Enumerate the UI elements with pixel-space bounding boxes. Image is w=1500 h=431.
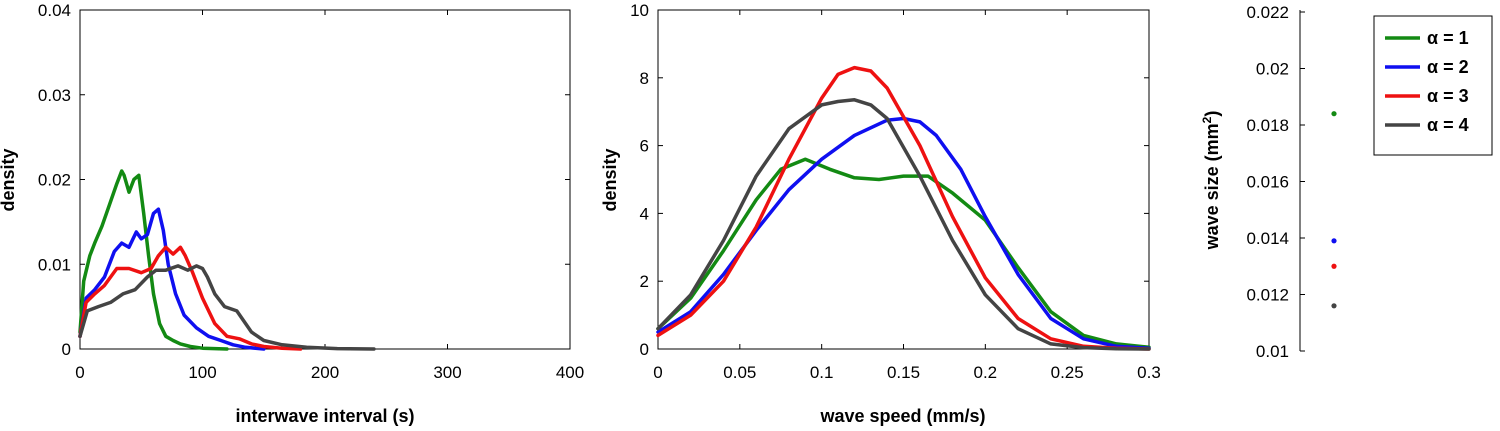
- interval-x-ticks: 0 100 200 300 400: [75, 10, 584, 382]
- wave-size-y-tick-label: 0.018: [1246, 116, 1289, 135]
- interval-x-tick-label: 200: [311, 363, 339, 382]
- wave-size-y-ticks: 0.01 0.012 0.014 0.016 0.018 0.02 0.022: [1246, 3, 1305, 361]
- speed-x-tick-label: 0.15: [887, 363, 920, 382]
- speed-y-tick-label: 4: [640, 204, 649, 223]
- legend-label-alpha-2: α = 2: [1427, 57, 1469, 77]
- wave-size-y-tick-label: 0.02: [1256, 60, 1289, 79]
- wave-size-y-tick-label: 0.01: [1256, 342, 1289, 361]
- interval-y-tick-label: 0: [62, 340, 71, 359]
- speed-y-tick-label: 0: [640, 340, 649, 359]
- wave-size-y-tick-label: 0.016: [1246, 173, 1289, 192]
- interval-x-tick-label: 400: [556, 363, 584, 382]
- speed-density-panel: 0 0.05 0.1 0.15 0.2 0.25 0.3 0 2 4 6 8 10 wave spee…: [600, 1, 1161, 426]
- wave-size-point-alpha-3: [1331, 263, 1337, 269]
- speed-x-tick-label: 0: [653, 363, 662, 382]
- interval-y-ticks: 0 0.01 0.02 0.03 0.04: [38, 1, 570, 359]
- interval-series-line-alpha-4: [78, 264, 376, 351]
- interval-series-line-alpha-1: [78, 169, 229, 351]
- legend: α = 1 α = 2 α = 3 α = 4: [1373, 15, 1493, 156]
- interval-y-tick-label: 0.02: [38, 171, 71, 190]
- speed-series-line-alpha-4: [656, 98, 1151, 351]
- speed-x-label: wave speed (mm/s): [819, 406, 985, 426]
- wave-size-points: [1331, 111, 1337, 309]
- speed-x-ticks: 0 0.05 0.1 0.15 0.2 0.25 0.3: [653, 10, 1161, 382]
- interval-y-tick-label: 0.04: [38, 1, 71, 20]
- speed-y-tick-label: 8: [640, 69, 649, 88]
- wave-size-y-label-sup: 2: [1200, 116, 1214, 123]
- interval-series-line-alpha-2: [78, 207, 266, 351]
- wave-size-y-label: wave size (mm2): [1200, 111, 1222, 251]
- legend-entries: α = 1 α = 2 α = 3 α = 4: [1385, 28, 1469, 135]
- interval-y-tick-label: 0.03: [38, 86, 71, 105]
- speed-x-tick-label: 0.3: [1137, 363, 1161, 382]
- speed-series-line-alpha-2: [656, 116, 1151, 351]
- speed-x-tick-label: 0.1: [810, 363, 834, 382]
- wave-size-point-alpha-2: [1331, 238, 1337, 244]
- interval-series: [78, 169, 376, 351]
- speed-plot-frame: [657, 9, 1150, 350]
- interval-y-tick-label: 0.01: [38, 255, 71, 274]
- speed-y-label: density: [600, 148, 620, 211]
- interval-x-tick-label: 0: [75, 363, 84, 382]
- legend-label-alpha-3: α = 3: [1427, 86, 1469, 106]
- wave-size-panel: 0.01 0.012 0.014 0.016 0.018 0.02 0.022 wave s…: [1200, 3, 1337, 361]
- speed-series: [656, 65, 1151, 351]
- interval-x-label: interwave interval (s): [235, 406, 414, 426]
- speed-y-tick-label: 2: [640, 272, 649, 291]
- speed-x-tick-label: 0.2: [974, 363, 998, 382]
- interval-series-line-alpha-3: [78, 245, 303, 351]
- interval-y-label: density: [0, 148, 18, 211]
- speed-series-line-alpha-1: [656, 157, 1151, 350]
- speed-y-tick-label: 10: [630, 1, 649, 20]
- wave-size-y-label-main: wave size (mm: [1202, 123, 1222, 250]
- wave-size-point-alpha-4: [1331, 303, 1337, 309]
- speed-y-tick-label: 6: [640, 137, 649, 156]
- speed-series-line-alpha-3: [656, 65, 1151, 351]
- interval-density-panel: 0 100 200 300 400 0 0.01 0.02 0.03 0.04 interwav…: [0, 1, 584, 426]
- wave-size-y-tick-label: 0.014: [1246, 229, 1289, 248]
- interval-x-tick-label: 300: [433, 363, 461, 382]
- speed-y-ticks: 0 2 4 6 8 10: [630, 1, 1149, 359]
- legend-label-alpha-4: α = 4: [1427, 115, 1469, 135]
- speed-x-tick-label: 0.05: [723, 363, 756, 382]
- wave-size-point-alpha-1: [1331, 111, 1337, 117]
- wave-size-y-tick-label: 0.012: [1246, 286, 1289, 305]
- legend-label-alpha-1: α = 1: [1427, 28, 1469, 48]
- interval-x-tick-label: 100: [188, 363, 216, 382]
- wave-size-y-tick-label: 0.022: [1246, 3, 1289, 22]
- speed-x-tick-label: 0.25: [1051, 363, 1084, 382]
- wave-size-y-label-suffix: ): [1202, 111, 1222, 117]
